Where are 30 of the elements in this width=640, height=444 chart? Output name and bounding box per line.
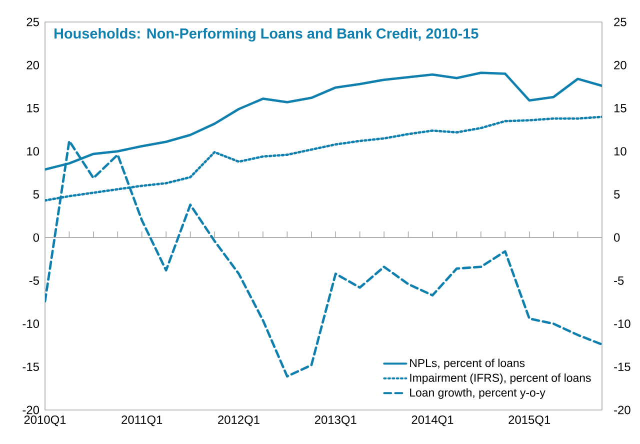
legend-label: NPLs, percent of loans: [410, 358, 525, 370]
y2-tick-label: -15: [614, 362, 630, 372]
x-tick-label: 2013Q1: [314, 416, 356, 426]
x-tick-label: 2012Q1: [218, 416, 260, 426]
legend-label: Impairment (IFRS), percent of loans: [410, 373, 591, 384]
y2-tick-label: 15: [614, 104, 626, 112]
y2-tick-label: 0: [614, 233, 620, 242]
y2-tick-label: -5: [614, 276, 624, 285]
x-tick-label: 2010Q1: [24, 416, 66, 426]
y-tick-label: -20: [22, 406, 40, 414]
y-tick-label: 25: [26, 18, 39, 26]
y2-tick-label: 25: [614, 18, 626, 26]
y-tick-label: -10: [22, 320, 40, 328]
y2-tick-label: 5: [614, 190, 620, 199]
y-tick-label: 10: [27, 147, 40, 156]
x-tick-label: 2014Q1: [412, 416, 454, 426]
y2-tick-label: -20: [614, 406, 630, 414]
y2-tick-label: -10: [614, 320, 630, 328]
y-tick-label: 0: [33, 233, 40, 242]
x-tick-label: 2015Q1: [508, 416, 550, 426]
y-tick-label: -5: [29, 276, 39, 285]
legend-label: Loan growth, percent y-o-y: [410, 388, 546, 399]
y2-tick-label: 20: [614, 60, 626, 70]
chart-title: Households: Non-Performing Loans and Bank Credit, 2010-15: [54, 28, 478, 42]
x-tick-label: 2011Q1: [122, 416, 162, 426]
y-tick-label: 15: [27, 104, 39, 112]
y-tick-label: 5: [33, 190, 39, 199]
y-tick-label: 20: [26, 60, 40, 70]
y2-tick-label: 10: [614, 147, 626, 156]
y-tick-label: -15: [22, 362, 39, 372]
